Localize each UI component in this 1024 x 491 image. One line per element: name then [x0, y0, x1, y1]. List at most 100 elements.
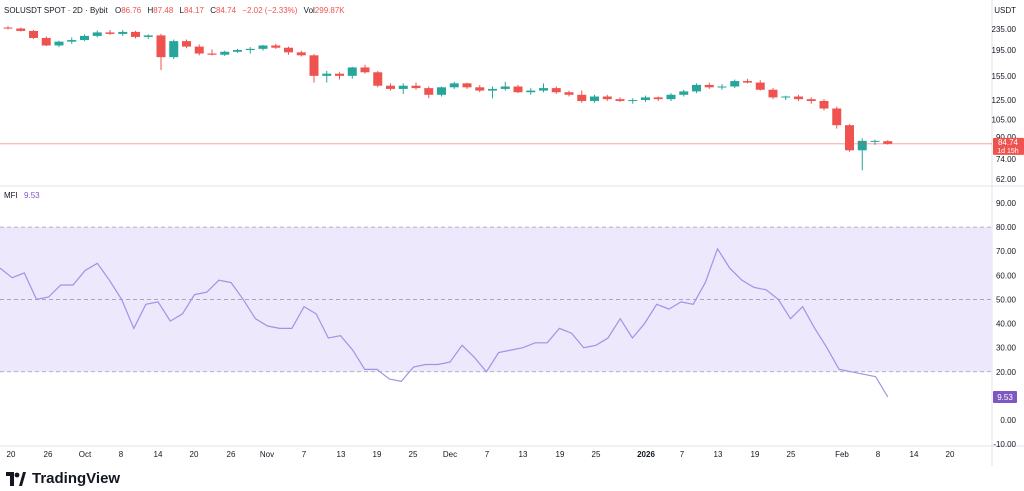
candle-body: [539, 88, 548, 91]
candle-body: [245, 48, 255, 51]
candle-body: [105, 32, 115, 34]
candle-body: [475, 87, 485, 91]
candle-body: [220, 51, 230, 55]
mfi-tick-label: 30.00: [996, 344, 1017, 353]
mfi-tick-label: 70.00: [996, 247, 1017, 256]
candle-body: [857, 140, 867, 151]
candle-body: [335, 73, 344, 76]
time-tick-label: 7: [485, 450, 490, 459]
time-tick-label: 14: [154, 450, 163, 459]
candle-body: [41, 37, 51, 46]
tradingview-logo[interactable]: TradingView: [6, 470, 120, 487]
price-tick-label: 74.00: [996, 155, 1017, 164]
tradingview-mark-icon: [6, 471, 26, 486]
header-legend[interactable]: SOLUSDT SPOT · 2D · Bybit O86.76 H87.48 …: [4, 6, 345, 15]
candle-body: [233, 50, 242, 52]
candle-body: [156, 35, 166, 58]
candle-body: [398, 85, 408, 89]
mfi-legend-value: 9.53: [24, 191, 40, 200]
header-change: −2.02 (−2.33%): [242, 6, 297, 15]
mfi-value-marker: 9.53: [993, 391, 1017, 404]
candle-body: [67, 40, 77, 42]
candle-body: [768, 89, 778, 98]
time-tick-label: Nov: [260, 450, 274, 459]
mfi-tick-label: -10.00: [993, 440, 1016, 449]
time-tick-label: 20: [946, 450, 955, 459]
time-tick-label: 13: [714, 450, 723, 459]
header-high: 87.48: [153, 6, 174, 15]
candle-body: [182, 41, 191, 47]
candle-body: [551, 88, 561, 93]
time-tick-label: 8: [119, 450, 124, 459]
time-tick-label: 19: [556, 450, 565, 459]
candle-body: [513, 86, 523, 93]
price-tick-label: 195.00: [992, 46, 1017, 55]
candle-body: [284, 47, 293, 53]
time-tick-label: 2026: [637, 450, 655, 459]
candle-body: [500, 86, 510, 89]
candle-body: [194, 46, 204, 54]
candle-body: [462, 83, 472, 88]
mfi-tick-label: 60.00: [996, 271, 1017, 280]
candle-body: [577, 94, 587, 101]
mfi-tick-label: 90.00: [996, 199, 1017, 208]
candle-body: [602, 96, 612, 100]
header-close: 84.74: [216, 6, 237, 15]
candle-body: [424, 88, 434, 95]
mfi-value-box: [993, 391, 1017, 404]
candle-body: [411, 85, 421, 89]
candle-body: [16, 28, 26, 31]
time-tick-label: 20: [7, 450, 16, 459]
candle-body: [870, 140, 880, 142]
candle-body: [526, 90, 536, 93]
mfi-line: [0, 247, 889, 398]
candle-body: [615, 99, 625, 101]
price-tick-label: 235.00: [992, 25, 1017, 34]
time-tick-label: Feb: [835, 450, 849, 459]
time-tick-label: 13: [519, 450, 528, 459]
header-open: 86.76: [121, 6, 142, 15]
candle-body: [641, 97, 650, 101]
candle-body: [704, 84, 714, 88]
last-price-box: [993, 137, 1024, 155]
candle-body: [564, 92, 574, 95]
chart-canvas[interactable]: SOLUSDT SPOT · 2D · Bybit O86.76 H87.48 …: [0, 0, 1024, 466]
time-tick-label: 25: [409, 450, 418, 459]
header-high-label: H: [147, 6, 153, 15]
header-low: 84.17: [184, 6, 205, 15]
candle-body: [3, 27, 13, 29]
tradingview-wordmark: TradingView: [32, 470, 121, 487]
time-tick-label: 7: [302, 450, 307, 459]
candle-body: [845, 125, 854, 151]
candle-body: [322, 73, 332, 76]
mfi-axis-ticks: -10.000.0010.0020.0030.0040.0050.0060.00…: [993, 199, 1016, 449]
candle-body: [692, 84, 701, 92]
candle-body: [118, 31, 128, 34]
last-price-marker: 84.74 1d 15h: [0, 137, 1024, 155]
header-vol-label: Vol: [304, 6, 315, 15]
countdown-label: 1d 15h: [997, 148, 1019, 155]
time-tick-label: 8: [876, 450, 881, 459]
candle-body: [679, 91, 689, 95]
candle-body: [449, 83, 459, 88]
candle-body: [258, 45, 268, 49]
mfi-value-label: 9.53: [997, 393, 1013, 402]
mfi-tick-label: 50.00: [996, 295, 1017, 304]
candle-body: [717, 86, 727, 88]
time-tick-label: Dec: [443, 450, 457, 459]
candle-body: [666, 94, 676, 100]
time-tick-label: 20: [190, 450, 199, 459]
price-tick-label: 90.00: [996, 133, 1017, 142]
candle-body: [309, 55, 319, 76]
candle-body: [806, 99, 816, 101]
time-tick-label: 25: [787, 450, 796, 459]
candle-body: [386, 85, 395, 89]
time-tick-label: Oct: [79, 450, 92, 459]
candle-body: [80, 35, 89, 41]
mfi-legend[interactable]: MFI 9.53: [4, 191, 40, 200]
candle-body: [373, 72, 383, 86]
time-tick-label: 19: [373, 450, 382, 459]
mfi-tick-label: 40.00: [996, 320, 1017, 329]
mfi-series: [0, 247, 889, 398]
candle-body: [832, 108, 842, 126]
